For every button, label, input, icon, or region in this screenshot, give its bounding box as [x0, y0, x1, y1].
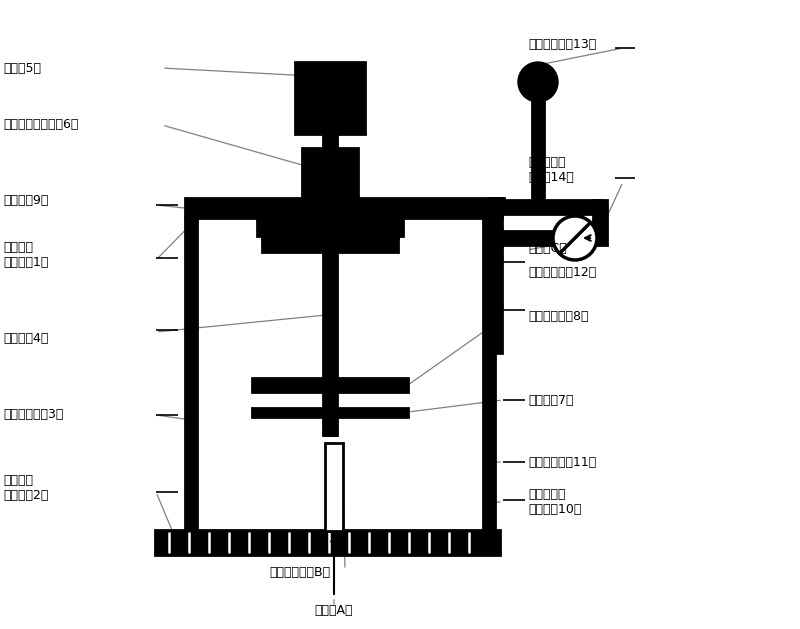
Text: 氧源进气口（11）: 氧源进气口（11） [528, 457, 596, 469]
Text: 下游压力控
制阀（14）: 下游压力控 制阀（14） [528, 156, 574, 184]
Bar [262, 238, 398, 252]
Bar [302, 148, 358, 198]
Text: 旋转轴（4）: 旋转轴（4） [3, 331, 48, 345]
Text: 压力传感器（13）: 压力传感器（13） [528, 38, 596, 52]
Text: 磁流体密封轴承（6）: 磁流体密封轴承（6） [3, 118, 78, 131]
Circle shape [518, 62, 558, 102]
Bar [252, 408, 408, 417]
Text: 衬底加蒸器（8）: 衬底加蒸器（8） [528, 311, 589, 323]
Text: 反应室上
法兰盘（1）: 反应室上 法兰盘（1） [3, 241, 48, 269]
Circle shape [553, 216, 597, 260]
Bar [593, 200, 607, 245]
Text: 衬底托（7）: 衬底托（7） [528, 394, 574, 406]
Bar [185, 218, 197, 530]
Bar [155, 530, 500, 555]
Bar [483, 218, 495, 530]
Text: 电机（5）: 电机（5） [3, 62, 41, 74]
Bar [502, 231, 578, 245]
Bar [295, 62, 365, 134]
Bar [325, 443, 343, 531]
Bar [502, 200, 600, 214]
Bar [495, 198, 502, 218]
Bar [262, 218, 398, 238]
Bar [185, 198, 495, 218]
Bar [488, 198, 504, 208]
Text: 反应室下
法兰盘（2）: 反应室下 法兰盘（2） [3, 474, 48, 502]
Text: 金属有机源
进气口（10）: 金属有机源 进气口（10） [528, 488, 582, 516]
Text: 尾气（C）: 尾气（C） [528, 242, 566, 255]
Text: 热电偶（9）: 热电偶（9） [3, 194, 48, 206]
Bar [252, 378, 408, 392]
Bar [323, 198, 337, 435]
Text: 金属有机源（B）: 金属有机源（B） [270, 565, 330, 579]
Bar [257, 218, 403, 236]
Text: 反应室侧壁（3）: 反应室侧壁（3） [3, 408, 63, 421]
Bar [490, 198, 502, 353]
Bar [324, 392, 336, 435]
Text: 氧源（A）: 氧源（A） [314, 603, 354, 616]
Text: 尾气排气口（12）: 尾气排气口（12） [528, 267, 596, 279]
Bar [532, 102, 544, 200]
Bar [323, 134, 337, 148]
